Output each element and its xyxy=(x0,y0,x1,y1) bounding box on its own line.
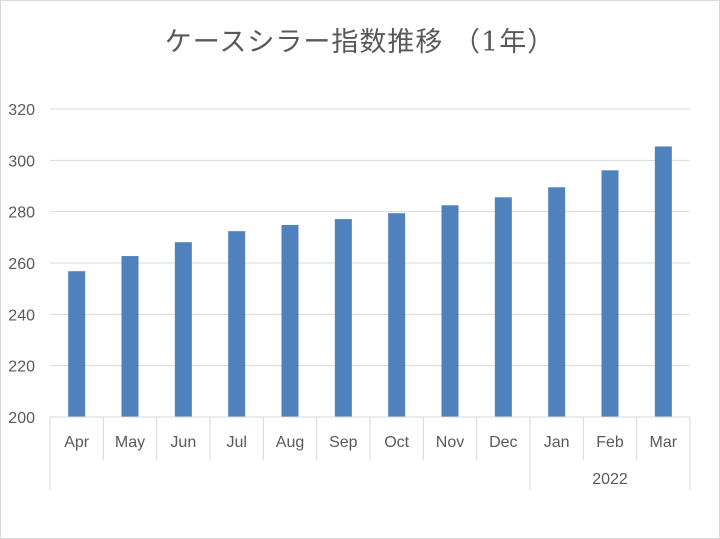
y-tick-label: 240 xyxy=(8,307,35,324)
value-axis-labels: 200 220 240 260 280 300 320 xyxy=(8,102,35,427)
x-tick-label: Jan xyxy=(544,434,570,451)
bar-oct xyxy=(388,213,406,417)
x-tick-label: Jul xyxy=(226,434,246,451)
x-tick-label: Apr xyxy=(64,434,90,451)
x-tick-label: Aug xyxy=(276,434,304,451)
y-tick-label: 300 xyxy=(8,153,35,170)
y-tick-label: 200 xyxy=(8,410,35,427)
bar-feb xyxy=(601,170,619,417)
y-tick-label: 320 xyxy=(8,102,35,119)
x-tick-label: Mar xyxy=(650,434,678,451)
x-tick-label: Nov xyxy=(436,434,464,451)
x-tick-label: Sep xyxy=(329,434,358,451)
bar-jun xyxy=(174,242,192,417)
bar-aug xyxy=(281,225,299,417)
bar-mar xyxy=(654,146,672,417)
bar-apr xyxy=(68,271,86,417)
category-axis: 2022 xyxy=(49,416,691,490)
gridlines xyxy=(50,108,690,367)
x-tick-label: May xyxy=(115,434,145,451)
y-tick-label: 260 xyxy=(8,256,35,273)
x-tick-label: Dec xyxy=(489,434,517,451)
group-label: 2022 xyxy=(592,471,628,488)
category-axis-labels: Apr May Jun Jul Aug Sep Oct Nov Dec Jan Feb Mar xyxy=(64,434,678,451)
x-tick-label: Oct xyxy=(384,434,409,451)
bar-jul xyxy=(228,231,246,417)
bar-jan xyxy=(548,187,566,417)
bar-dec xyxy=(494,197,512,417)
bar-may xyxy=(121,256,139,417)
bar-sep xyxy=(334,219,352,417)
y-tick-label: 280 xyxy=(8,205,35,222)
y-tick-label: 220 xyxy=(8,359,35,376)
bar-nov xyxy=(441,205,459,417)
x-tick-label: Jun xyxy=(170,434,196,451)
bars xyxy=(68,146,672,417)
x-tick-label: Feb xyxy=(596,434,624,451)
chart-title: ケースシラー指数推移 （1年） xyxy=(164,27,556,58)
